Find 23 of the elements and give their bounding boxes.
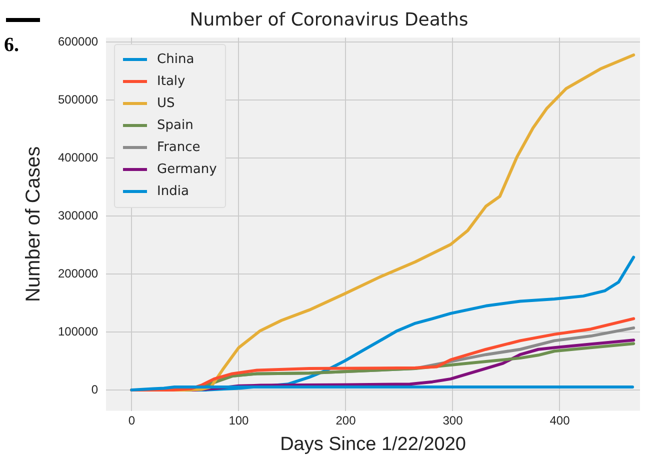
- legend-label: France: [157, 140, 200, 156]
- legend-label: China: [157, 52, 194, 68]
- x-tick-label: 400: [550, 413, 570, 428]
- y-tick-label: 600000: [58, 34, 98, 49]
- legend-label: India: [157, 184, 189, 200]
- y-axis-title: Number of Cases: [22, 146, 45, 302]
- x-axis-title: Days Since 1/22/2020: [280, 434, 466, 455]
- x-tick-label: 300: [442, 413, 464, 428]
- y-tick-label: 500000: [58, 92, 98, 106]
- x-tick-label: 0: [128, 413, 136, 428]
- y-tick-label: 100000: [58, 324, 98, 338]
- y-tick-label: 300000: [58, 208, 98, 222]
- legend-label: US: [157, 96, 175, 112]
- x-tick-label: 200: [336, 413, 356, 428]
- legend-label: Germany: [157, 162, 217, 178]
- text: 6.: [4, 34, 19, 57]
- x-tick-label: 100: [228, 413, 250, 428]
- chart-title: Number of Coronavirus Deaths: [190, 9, 468, 30]
- y-tick-label: 400000: [58, 150, 98, 164]
- legend-label: Spain: [157, 118, 194, 134]
- legend-label: Italy: [157, 74, 186, 90]
- y-tick-label: 0: [91, 382, 98, 396]
- y-tick-label: 200000: [58, 266, 98, 280]
